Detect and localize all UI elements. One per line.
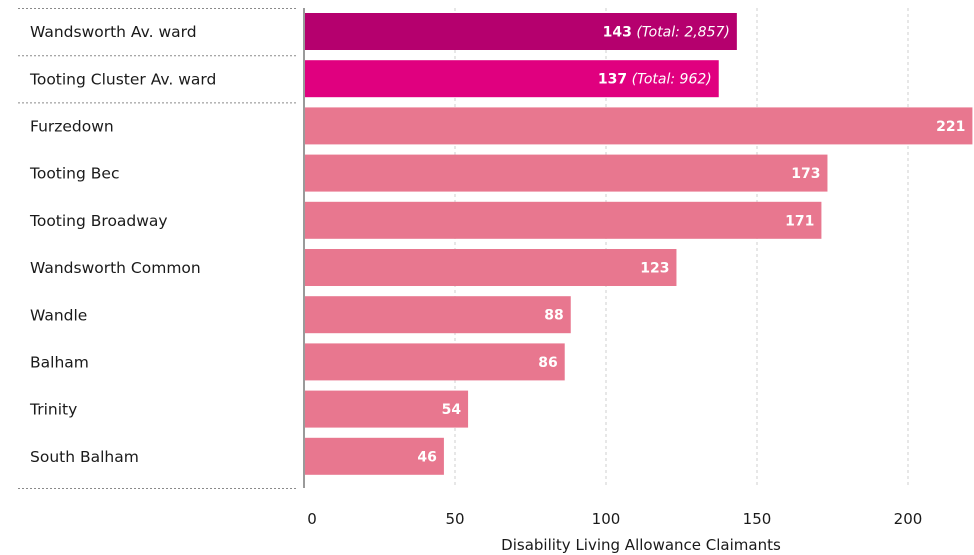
x-tick-label: 100 [592,510,621,528]
bar-value-label: 221 [936,119,965,135]
bar [305,154,828,192]
x-tick-label: 50 [445,510,464,528]
x-tick-label: 150 [743,510,772,528]
bar-value-label: 143 (Total: 2,857) [603,25,730,41]
bar-value-labels: 143 (Total: 2,857) 137 (Total: 962) 221 173… [417,25,965,466]
category-label: Wandsworth Common [30,259,201,277]
bar-value-label: 46 [417,449,436,465]
bar [305,201,822,239]
category-label: Furzedown [30,118,114,136]
bar [305,107,973,145]
x-tick-labels: 0 50 100 150 200 [307,510,922,528]
category-label: South Balham [30,448,139,466]
category-label: Balham [30,354,89,372]
bar-value-label: 173 [791,166,820,182]
category-label: Tooting Cluster Av. ward [29,70,216,88]
x-tick-label: 200 [894,510,923,528]
bar [305,249,677,286]
bar-value-label: 137 (Total: 962) [598,72,712,88]
category-labels: Wandsworth Av. ward Tooting Cluster Av. w… [29,23,216,466]
category-label: Trinity [29,401,77,419]
x-axis-title: Disability Living Allowance Claimants [501,536,781,554]
bar-value-label: 123 [640,261,669,277]
bar [305,390,469,428]
category-label: Wandsworth Av. ward [30,23,197,41]
category-label: Wandle [30,306,87,324]
bar-value-label: 86 [538,355,557,371]
bar-value-label: 88 [544,308,563,324]
category-label: Tooting Bec [29,165,119,183]
bar [305,13,737,50]
x-tick-label: 0 [307,510,317,528]
bar [305,60,719,98]
bar [305,296,571,334]
category-label: Tooting Broadway [29,212,168,230]
label-separators [18,8,298,489]
bars [305,13,973,475]
bar [305,343,565,381]
bar [305,437,444,475]
bar-value-label: 54 [442,402,462,418]
bar-value-label: 171 [785,213,814,229]
